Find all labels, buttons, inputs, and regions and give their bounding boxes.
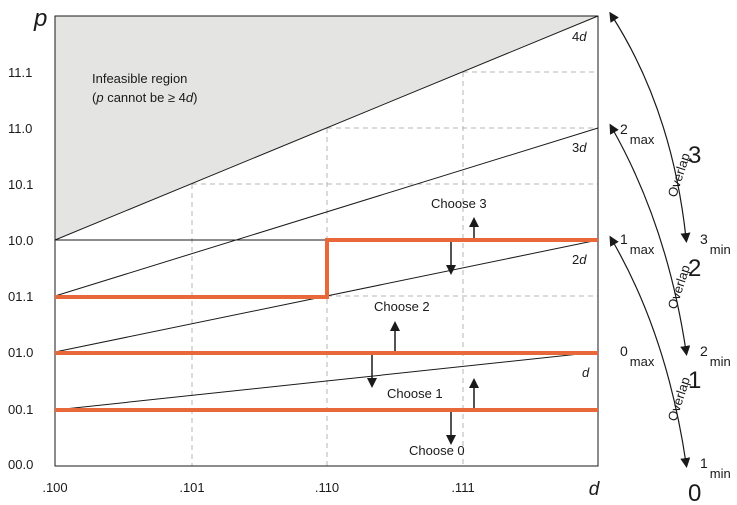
x-axis: .100 .101 .110 .111 d (42, 479, 600, 500)
y-tick: 00.1 (8, 402, 33, 417)
max-marker-2: 2max (620, 121, 655, 147)
y-tick: 10.0 (8, 233, 33, 248)
y-tick: 01.1 (8, 289, 33, 304)
line-4d (54, 15, 599, 241)
quotient-digit-1: 1 (688, 367, 701, 394)
y-tick: 00.0 (8, 457, 33, 472)
min-marker-3: 3min (700, 231, 731, 257)
max-marker-0: 0max (620, 343, 655, 369)
line-3d (54, 127, 599, 297)
min-marker-1: 1min (700, 455, 731, 481)
choose-2-label: Choose 2 (374, 299, 430, 314)
quotient-digit-0: 0 (688, 480, 701, 505)
y-tick: 11.0 (8, 121, 32, 136)
x-tick: .100 (42, 480, 67, 495)
y-tick: 11.1 (8, 65, 32, 80)
choose-0-label: Choose 0 (409, 443, 465, 458)
y-axis-title: p (33, 5, 47, 32)
min-marker-2: 2min (700, 343, 731, 369)
threshold-choose-3 (55, 238, 598, 299)
infeasible-note: (p cannot be ≥ 4d) (92, 90, 197, 105)
y-tick: 10.1 (8, 177, 33, 192)
label-4d: 4d (572, 29, 587, 44)
label-2d: 2d (572, 252, 587, 267)
x-tick: .101 (179, 480, 204, 495)
x-axis-title: d (589, 479, 601, 500)
line-d (54, 351, 599, 411)
label-d: d (582, 365, 590, 380)
y-tick: 01.0 (8, 345, 33, 360)
x-tick: .111 (451, 480, 474, 495)
x-tick: .110 (315, 480, 339, 495)
quotient-digit-3: 3 (688, 142, 701, 169)
choose-3-label: Choose 3 (431, 196, 487, 211)
label-3d: 3d (572, 140, 587, 155)
choose-1-label: Choose 1 (387, 386, 443, 401)
infeasible-title: Infeasible region (92, 71, 187, 86)
max-marker-1: 1max (620, 231, 655, 257)
y-axis: p 00.0 00.1 01.0 01.1 10.0 10.1 11.0 11.… (8, 5, 47, 472)
quotient-digit-2: 2 (688, 255, 701, 282)
overlap-curve-1 (609, 235, 691, 468)
